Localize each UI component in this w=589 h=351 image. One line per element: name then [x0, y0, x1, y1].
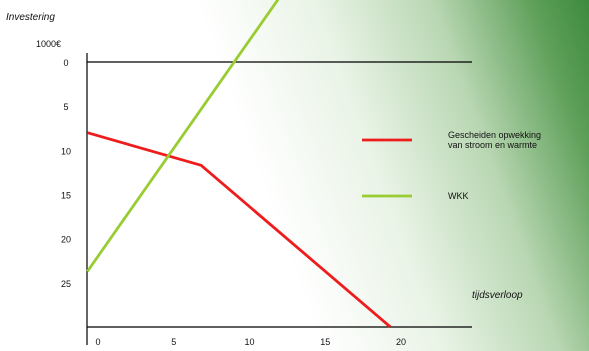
axes — [86, 53, 472, 345]
y-tick-label: 10 — [61, 146, 71, 156]
x-tick-label: 15 — [320, 337, 330, 347]
y-tick-label: 5 — [63, 102, 68, 112]
y-axis-title: Investering — [6, 12, 55, 23]
legend-label: van stroom en warmte — [448, 140, 537, 150]
y-tick-label: 20 — [61, 235, 71, 245]
x-tick-label: 0 — [95, 337, 100, 347]
y-tick-labels: 0 5 10 15 20 25 — [61, 58, 71, 289]
series-line-wkk — [86, 0, 280, 273]
x-tick-label: 10 — [244, 337, 254, 347]
x-axis-title: tijdsverloop — [472, 290, 523, 301]
y-axis-unit: 1000€ — [36, 39, 61, 49]
y-tick-label: 25 — [61, 279, 71, 289]
x-tick-labels: 0 5 10 15 20 — [95, 337, 406, 347]
series-lines — [86, 0, 392, 329]
series-line-gescheiden — [87, 131, 392, 329]
y-tick-label: 0 — [63, 58, 68, 68]
legend-label: WKK — [448, 191, 469, 201]
legend-label: Gescheiden opwekking — [448, 130, 541, 140]
x-tick-label: 20 — [396, 337, 406, 347]
x-tick-label: 5 — [171, 337, 176, 347]
y-tick-label: 15 — [61, 191, 71, 201]
